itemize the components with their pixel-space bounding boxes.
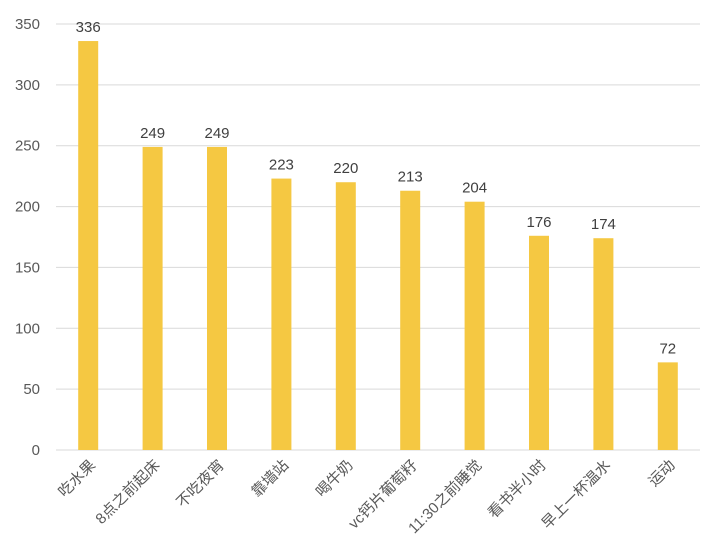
- data-label: 176: [526, 214, 551, 231]
- y-tick-label: 250: [15, 138, 40, 155]
- x-tick-label: 吃水果: [55, 457, 99, 501]
- bar: [657, 362, 678, 450]
- x-tick-label: 不吃夜宵: [173, 457, 227, 511]
- bar: [529, 235, 549, 450]
- bar: [207, 146, 227, 450]
- y-axis-ticks: 0 50 100 150 200 250 300 350: [15, 16, 40, 459]
- bar: [335, 182, 356, 450]
- y-tick-label: 100: [15, 320, 40, 337]
- x-tick-label: 靠墙站: [248, 457, 292, 501]
- bar: [400, 190, 421, 450]
- data-label: 72: [659, 340, 676, 357]
- bar: [464, 201, 485, 450]
- data-label: 223: [269, 157, 294, 174]
- bar: [271, 178, 292, 450]
- y-tick-label: 0: [32, 442, 40, 459]
- x-tick-label: 8点之前起床: [92, 457, 163, 528]
- data-labels: 336 249 249 223 220 213 204 176 174 72: [76, 19, 676, 357]
- y-tick-label: 150: [15, 259, 40, 276]
- y-tick-label: 300: [15, 77, 40, 94]
- x-tick-label: 早上一杯温水: [539, 457, 615, 533]
- data-label: 220: [333, 160, 358, 177]
- data-label: 213: [398, 169, 423, 186]
- bar: [593, 238, 614, 450]
- y-tick-label: 350: [15, 16, 40, 33]
- bars: [78, 41, 678, 450]
- x-tick-label: 看书半小时: [485, 457, 550, 522]
- bar: [78, 41, 99, 450]
- data-label: 174: [591, 216, 616, 233]
- y-tick-label: 50: [23, 381, 40, 398]
- y-tick-label: 200: [15, 199, 40, 216]
- x-tick-label: 喝牛奶: [313, 457, 357, 501]
- data-label: 249: [140, 125, 165, 142]
- gridlines: [56, 23, 700, 451]
- x-tick-label: 运动: [645, 457, 678, 490]
- data-label: 204: [462, 180, 487, 197]
- data-label: 336: [76, 19, 101, 36]
- bar: [142, 146, 163, 450]
- data-label: 249: [204, 125, 229, 142]
